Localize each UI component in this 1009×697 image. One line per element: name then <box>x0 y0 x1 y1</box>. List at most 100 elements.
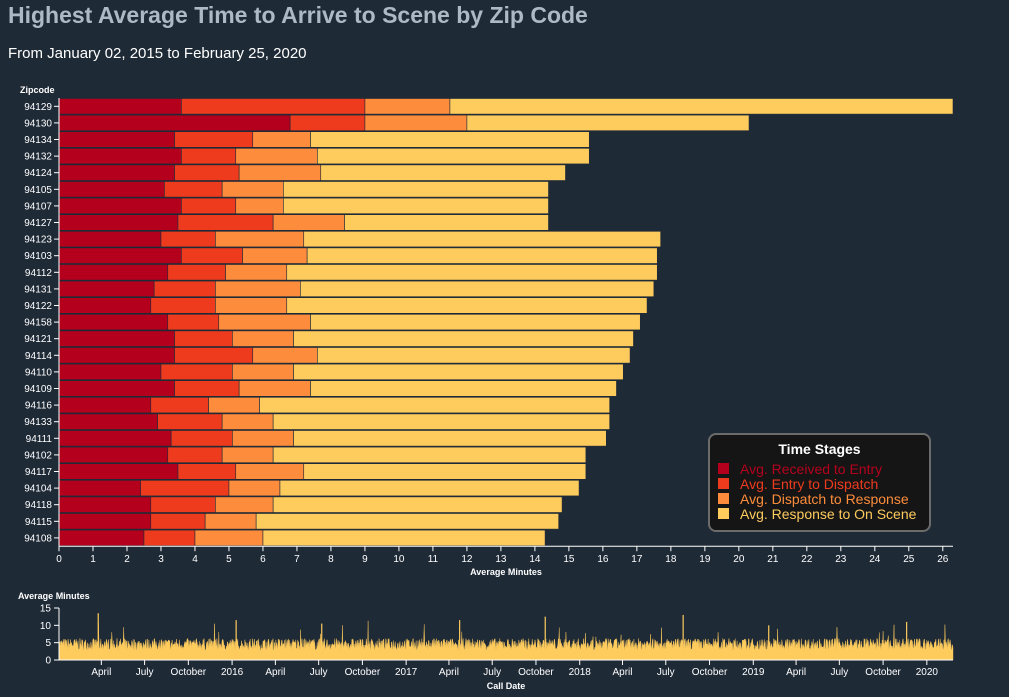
legend-swatch <box>718 478 729 489</box>
bar-segment <box>150 396 209 414</box>
y-tick-label: 94134 <box>24 135 52 146</box>
y-tick-label: 94114 <box>25 351 53 362</box>
y-tick-label: 94122 <box>24 301 52 312</box>
bar-segment <box>150 513 206 530</box>
x-tick-label: 23 <box>835 554 847 565</box>
bar-segment <box>238 164 322 181</box>
bar-segment <box>157 413 223 430</box>
legend-label: Avg. Entry to Dispatch <box>740 475 879 492</box>
bar-segment <box>181 98 366 115</box>
bar-segment <box>58 363 162 381</box>
x-tick-label: April <box>786 667 806 678</box>
bar-segment <box>58 529 145 546</box>
bar-segment <box>303 463 587 480</box>
bar-segment <box>170 430 233 447</box>
x-axis-title: Average Minutes <box>470 567 542 577</box>
bar-segment <box>58 164 175 181</box>
x-tick-label: 26 <box>937 554 949 565</box>
y-tick-label: 94111 <box>26 434 53 445</box>
legend-item: Avg. Received to Entry <box>718 461 929 477</box>
x-tick-label: 5 <box>226 554 232 565</box>
bar-segment <box>204 513 257 530</box>
bar-segment <box>164 181 223 198</box>
y-tick-label: 94102 <box>24 450 52 461</box>
bar-segment <box>58 197 182 215</box>
x-tick-label: 12 <box>461 554 473 565</box>
x-tick-label: 19 <box>699 554 711 565</box>
bar-segment <box>289 114 366 131</box>
bar-segment <box>58 413 158 430</box>
y-tick-label: 94130 <box>24 118 52 129</box>
x-tick-label: 0 <box>56 554 62 565</box>
x-tick-label: 2018 <box>569 667 592 678</box>
x-tick-label: April <box>265 667 285 678</box>
x-tick-label: 25 <box>903 554 915 565</box>
y-tick-label: 5 <box>45 638 51 649</box>
bar-segment <box>140 479 230 497</box>
y-tick-label: 15 <box>40 604 52 615</box>
bar-segment <box>150 496 216 513</box>
legend-item: Avg. Response to On Scene <box>718 506 929 522</box>
y-tick-label: 94108 <box>24 533 52 544</box>
bar-segment <box>160 231 216 248</box>
bar-segment <box>58 479 141 497</box>
x-tick-label: 18 <box>665 554 677 565</box>
bar-segment <box>317 347 631 364</box>
legend-title: Time Stages <box>778 441 861 457</box>
bar-segment <box>143 529 196 546</box>
x-tick-label: 24 <box>869 554 881 565</box>
bar-segment <box>181 247 243 264</box>
bar-segment <box>242 247 308 264</box>
page-subtitle: From January 02, 2015 to February 25, 20… <box>8 45 307 62</box>
bar-segment <box>215 297 288 314</box>
x-tick-label: July <box>136 667 154 678</box>
x-tick-label: 17 <box>631 554 643 565</box>
legend-swatch <box>718 508 729 519</box>
x-tick-label: 1 <box>90 554 96 565</box>
bar-segment <box>310 380 617 397</box>
y-tick-label: 94112 <box>25 268 53 279</box>
y-tick-label: 0 <box>45 656 51 667</box>
x-tick-label: July <box>483 667 501 678</box>
bar-segment <box>310 313 641 331</box>
bar-segment <box>262 529 546 546</box>
bar-segment <box>194 529 264 546</box>
bar-segment <box>303 231 661 248</box>
y-tick-label: 94132 <box>24 152 52 163</box>
x-tick-label: 21 <box>767 554 779 565</box>
x-tick-label: 20 <box>733 554 745 565</box>
bar-segment <box>449 98 954 115</box>
bar-segment <box>58 131 175 148</box>
y-tick-label: 10 <box>40 621 52 632</box>
x-tick-label: 2016 <box>221 667 244 678</box>
bar-segment <box>232 430 294 447</box>
bar-segment <box>58 513 152 530</box>
legend-item: Avg. Dispatch to Response <box>718 491 929 507</box>
bar-segment <box>58 231 162 248</box>
x-tick-label: 3 <box>158 554 164 565</box>
bar-segment <box>208 396 260 414</box>
x-tick-label: April <box>439 667 459 678</box>
bar-segment <box>174 164 240 181</box>
x-tick-label: October <box>345 667 381 678</box>
bar-segment <box>58 347 175 364</box>
bar-segment <box>364 114 468 131</box>
y-tick-label: 94129 <box>24 102 52 113</box>
x-tick-label: 8 <box>328 554 334 565</box>
bar-segment <box>58 214 179 231</box>
y-tick-label: 94158 <box>24 318 52 329</box>
bar-segment <box>283 197 549 215</box>
y-axis-title: Zipcode <box>20 85 55 95</box>
bar-segment <box>221 413 274 430</box>
bar-segment <box>317 148 590 165</box>
bar-segment <box>228 479 281 497</box>
bar-segment <box>181 197 237 215</box>
x-tick-label: 2 <box>124 554 130 565</box>
y-tick-label: 94123 <box>24 235 52 246</box>
bar-segment <box>232 330 294 347</box>
bar-segment <box>344 214 549 231</box>
x-tick-label: 22 <box>801 554 813 565</box>
bar-segment <box>235 148 318 165</box>
bar-segment <box>320 164 566 181</box>
x-tick-label: 15 <box>563 554 575 565</box>
